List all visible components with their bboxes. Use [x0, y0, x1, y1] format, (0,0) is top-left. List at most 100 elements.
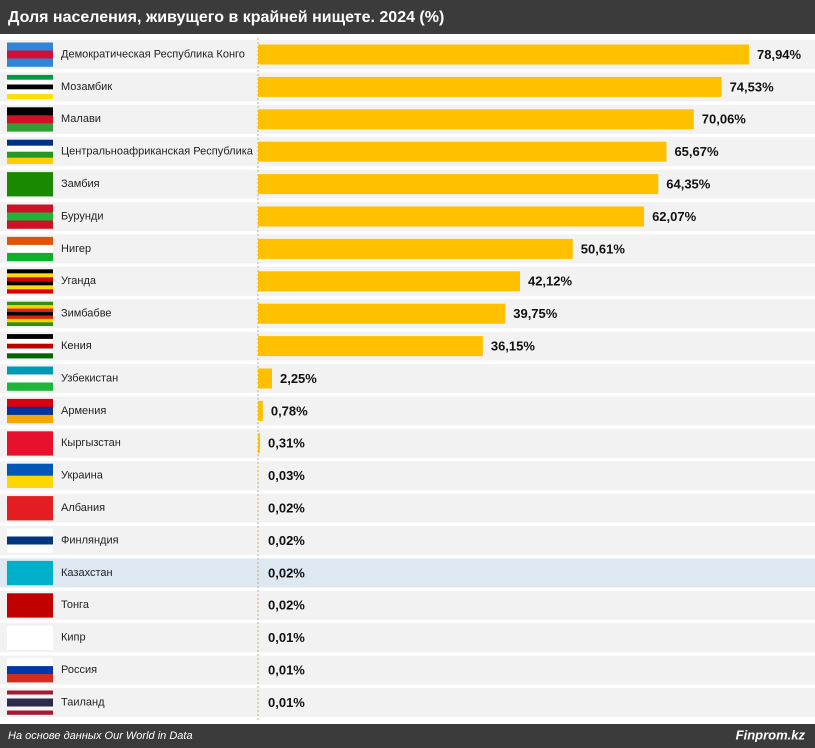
flag-stripe	[7, 305, 53, 309]
value-label: 0,02%	[268, 565, 305, 580]
flag-stripe	[7, 123, 53, 132]
category-label: Украина	[61, 470, 104, 482]
category-label: Бурунди	[61, 210, 104, 222]
flag-stripe	[7, 151, 53, 158]
row-background	[0, 590, 815, 620]
flag-stripe	[7, 89, 53, 95]
value-label: 42,12%	[528, 274, 573, 289]
flag-stripe	[7, 236, 53, 246]
bar	[258, 271, 520, 292]
bar	[258, 368, 272, 389]
flag-stripe	[7, 463, 53, 476]
value-label: 70,06%	[702, 112, 747, 127]
flag-stripe	[7, 496, 53, 521]
category-label: Мозамбик	[61, 81, 112, 93]
flag-stripe	[7, 308, 53, 313]
flag-stripe	[7, 431, 53, 456]
category-label: Замбия	[61, 178, 100, 190]
value-label: 39,75%	[513, 306, 558, 321]
value-label: 0,02%	[268, 533, 305, 548]
row-background	[0, 493, 815, 523]
bar	[258, 141, 667, 162]
flag-stripe	[7, 220, 53, 229]
flag-stripe	[7, 74, 53, 80]
row-background	[0, 461, 815, 491]
value-label: 64,35%	[666, 177, 711, 192]
flag-stripe	[7, 322, 53, 326]
flag-stripe	[7, 694, 53, 699]
flag-stripe	[7, 536, 53, 545]
bar	[258, 433, 260, 454]
value-label: 0,78%	[271, 403, 308, 418]
header-bar	[0, 0, 815, 34]
flag-stripe	[7, 84, 53, 90]
flag-stripe	[7, 285, 53, 290]
flag-stripe	[7, 658, 53, 667]
flag-stripe	[7, 348, 53, 354]
flag-stripe	[7, 315, 53, 320]
flag-stripe	[7, 690, 53, 695]
flag-stripe	[7, 353, 53, 359]
flag-stripe	[7, 145, 53, 152]
row-background	[0, 623, 815, 653]
category-label: Узбекистан	[61, 372, 118, 384]
flag-stripe	[7, 94, 53, 100]
category-label: Казахстан	[61, 567, 113, 579]
flag-stripe	[7, 204, 53, 213]
footer-bar	[0, 724, 815, 748]
flag-stripe	[7, 269, 53, 274]
row-background	[0, 558, 815, 588]
bars: 78,94% 74,53% 70,06% 65,67% 64,35% 62,07% 50,6…	[258, 44, 802, 713]
flag-stripe	[7, 343, 53, 349]
flag-stripe	[7, 593, 53, 618]
flag-stripe	[7, 698, 53, 703]
flag-stripe	[7, 625, 53, 650]
flag-stripe	[7, 674, 53, 683]
value-label: 0,01%	[268, 630, 305, 645]
flag-stripe	[7, 139, 53, 146]
category-label: Уганда	[61, 275, 97, 287]
category-label: Албания	[61, 502, 105, 514]
flag-stripe	[7, 212, 53, 221]
bar	[258, 76, 722, 97]
bar	[258, 238, 573, 259]
category-label: Центральноафриканская Республика	[61, 146, 254, 158]
flag-stripe	[7, 338, 53, 344]
flag-stripe	[7, 560, 53, 586]
value-label: 2,25%	[280, 371, 317, 386]
flag-stripe	[7, 172, 53, 197]
value-label: 0,01%	[268, 695, 305, 710]
flag-stripe	[7, 115, 53, 124]
flag-stripe	[7, 244, 53, 254]
source: На основе данных Our World in Data	[8, 730, 193, 742]
category-label: Кыргызстан	[61, 437, 121, 449]
flag-stripe	[7, 398, 53, 408]
flag-stripe	[7, 528, 53, 537]
flag-stripe	[7, 414, 53, 424]
row-background	[0, 364, 815, 393]
flag-stripe	[7, 157, 53, 164]
value-label: 62,07%	[652, 209, 697, 224]
category-label: Кипр	[61, 632, 86, 644]
flag-stripe	[7, 334, 53, 340]
value-label: 74,53%	[730, 79, 775, 94]
flag-stripe	[7, 79, 53, 85]
category-label: Нигер	[61, 243, 91, 255]
flag-stripe	[7, 544, 53, 553]
category-label: Таиланд	[61, 696, 105, 708]
bar	[258, 109, 694, 130]
flag-stripe	[7, 42, 53, 51]
flag-stripe	[7, 702, 53, 707]
chart-title: Доля населения, живущего в крайней нищет…	[8, 9, 444, 26]
category-label: Россия	[61, 664, 97, 676]
flag-stripe	[7, 50, 53, 59]
flag-stripe	[7, 374, 53, 383]
flag-stripe	[7, 311, 53, 316]
bar	[258, 336, 483, 357]
row-background	[0, 526, 815, 555]
category-label: Малави	[61, 113, 101, 125]
value-label: 0,01%	[268, 663, 305, 678]
value-label: 50,61%	[581, 241, 626, 256]
flag-stripe	[7, 366, 53, 375]
